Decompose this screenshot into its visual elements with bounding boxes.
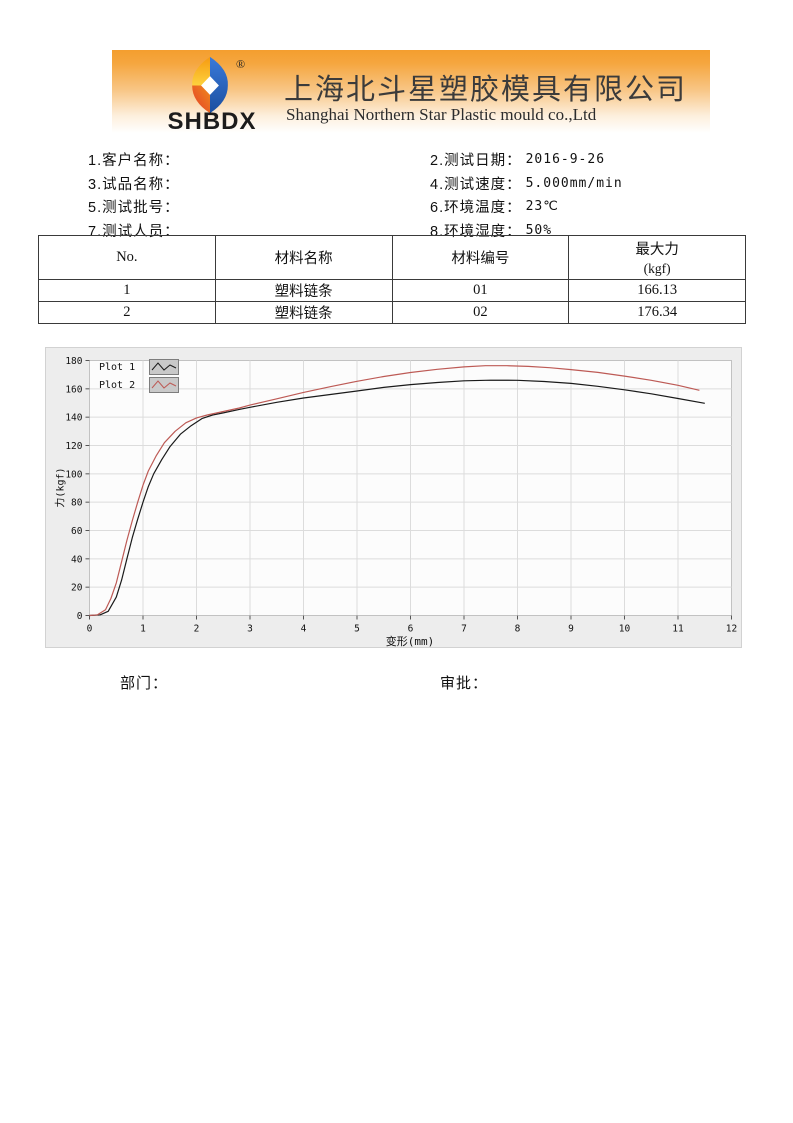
field-value: 50%: [525, 222, 553, 238]
field-label: 6.环境温度：: [430, 200, 522, 217]
column-header-no: No.: [38, 235, 216, 280]
registered-trademark-icon: ®: [236, 57, 246, 71]
department-label: 部门：: [120, 675, 169, 692]
cell-no: 1: [38, 279, 216, 302]
svg-text:160: 160: [65, 384, 82, 395]
svg-text:120: 120: [65, 441, 82, 452]
svg-text:1: 1: [140, 624, 146, 635]
info-row: 1.客户名称： 2.测试日期： 2016-9-26: [88, 148, 708, 172]
field-value: 23℃: [525, 199, 559, 215]
svg-text:6: 6: [408, 624, 414, 635]
field-sample-name: 3.试品名称：: [88, 173, 430, 194]
test-info-fields: 1.客户名称： 2.测试日期： 2016-9-26 3.试品名称： 4.测试速度…: [88, 148, 708, 242]
cell-material-name: 塑料链条: [214, 279, 393, 302]
info-row: 5.测试批号： 6.环境温度： 23℃: [88, 195, 708, 219]
svg-text:40: 40: [71, 554, 83, 565]
field-test-speed: 4.测试速度： 5.000mm/min: [430, 173, 708, 194]
table-row: 2 塑料链条 02 176.34: [38, 301, 746, 324]
table-header-row: No. 材料名称 材料编号 最大力 (kgf): [38, 235, 746, 280]
svg-text:2: 2: [194, 624, 200, 635]
column-header-material-name: 材料名称: [214, 235, 393, 280]
results-table: No. 材料名称 材料编号 最大力 (kgf) 1 塑料链条 01 166.13…: [38, 235, 746, 324]
max-force-unit: (kgf): [643, 261, 671, 276]
svg-text:4: 4: [301, 624, 307, 635]
svg-text:60: 60: [71, 526, 83, 537]
x-axis-title: 变形(mm): [385, 635, 435, 648]
company-name-en: Shanghai Northern Star Plastic mould co.…: [286, 105, 597, 124]
approval-label: 审批：: [440, 675, 489, 692]
svg-text:20: 20: [71, 583, 83, 594]
legend-line-sample-icon: [149, 377, 179, 393]
svg-text:9: 9: [568, 624, 574, 635]
svg-text:10: 10: [619, 624, 631, 635]
svg-text:140: 140: [65, 413, 82, 424]
legend-item-plot1: Plot 1: [99, 358, 179, 376]
field-customer-name: 1.客户名称：: [88, 149, 430, 170]
cell-material-code: 01: [391, 279, 570, 302]
cell-no: 2: [38, 301, 216, 324]
field-label: 3.试品名称：: [88, 176, 180, 193]
table-row: 1 塑料链条 01 166.13: [38, 279, 746, 302]
svg-text:0: 0: [87, 624, 93, 635]
company-name-cn: 上海北斗星塑胶模具有限公司: [284, 74, 688, 106]
column-header-max-force: 最大力 (kgf): [568, 235, 746, 280]
svg-text:12: 12: [726, 624, 737, 635]
legend-label: Plot 2: [99, 379, 136, 391]
force-deformation-chart: 0 1 2 3 4 5 6 7 8 9 10 11 12 0 20 40 60 80 100 120 140 160 180…: [45, 347, 742, 648]
cell-max-force: 166.13: [568, 279, 746, 302]
chart-legend: Plot 1 Plot 2: [99, 358, 179, 394]
cell-material-name: 塑料链条: [214, 301, 393, 324]
max-force-title: 最大力: [635, 242, 679, 258]
svg-text:0: 0: [77, 611, 83, 622]
svg-text:100: 100: [65, 469, 82, 480]
svg-text:80: 80: [71, 498, 83, 509]
field-label: 4.测试速度：: [430, 176, 522, 193]
field-label: 1.客户名称：: [88, 153, 180, 170]
svg-text:7: 7: [461, 624, 467, 635]
column-header-material-code: 材料编号: [391, 235, 570, 280]
y-axis-title: 力(kgf): [55, 467, 67, 508]
field-ambient-temperature: 6.环境温度： 23℃: [430, 196, 708, 217]
cell-material-code: 02: [391, 301, 570, 324]
svg-text:5: 5: [354, 624, 360, 635]
field-test-batch: 5.测试批号：: [88, 196, 430, 217]
field-value: 5.000mm/min: [525, 175, 623, 191]
company-logo-icon: [192, 56, 228, 114]
field-test-date: 2.测试日期： 2016-9-26: [430, 149, 708, 170]
svg-text:8: 8: [515, 624, 521, 635]
cell-max-force: 176.34: [568, 301, 746, 324]
field-label: 2.测试日期：: [430, 153, 522, 170]
legend-label: Plot 1: [99, 361, 136, 373]
legend-line-sample-icon: [149, 359, 179, 375]
info-row: 3.试品名称： 4.测试速度： 5.000mm/min: [88, 172, 708, 196]
svg-text:11: 11: [672, 624, 684, 635]
svg-text:180: 180: [65, 356, 82, 367]
field-label: 5.测试批号：: [88, 200, 180, 217]
field-value: 2016-9-26: [525, 152, 606, 168]
svg-text:3: 3: [247, 624, 253, 635]
logo-text: SHBDX: [167, 108, 257, 135]
legend-item-plot2: Plot 2: [99, 376, 179, 394]
